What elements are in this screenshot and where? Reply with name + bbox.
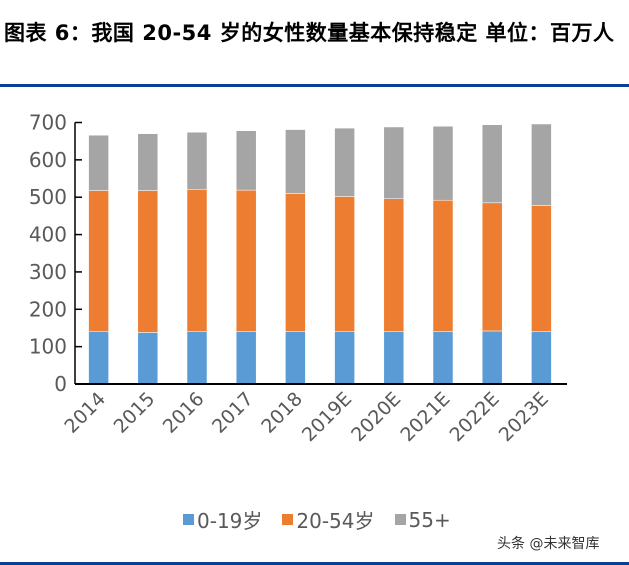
- bar-segment: [334, 331, 355, 385]
- x-tick-label: 2020E: [347, 388, 405, 446]
- bar-segment: [481, 202, 503, 332]
- bar-segment: [383, 198, 405, 332]
- legend-item: 20-54岁: [282, 505, 375, 534]
- bar-segment: [235, 189, 257, 332]
- bar-segment: [235, 331, 257, 385]
- bar-segment: [334, 196, 355, 332]
- legend-item: 55+: [394, 505, 451, 534]
- bar-segment: [383, 126, 405, 199]
- bar-segment: [432, 331, 454, 385]
- top-rule: [0, 84, 629, 87]
- bar-segment: [334, 127, 355, 197]
- y-tick-label: 500: [29, 185, 67, 209]
- y-tick-label: 0: [54, 372, 67, 396]
- bar-segment: [285, 331, 306, 385]
- legend-label: 20-54岁: [296, 509, 375, 533]
- x-tick-label: 2022E: [445, 388, 503, 446]
- bar-segment: [285, 193, 306, 332]
- bar-segment: [88, 331, 109, 385]
- legend-swatch: [394, 514, 406, 525]
- x-tick-label: 2014: [60, 388, 110, 438]
- legend-swatch: [183, 514, 194, 525]
- bar-segment: [531, 331, 552, 385]
- y-tick-label: 100: [29, 335, 67, 359]
- bar-segment: [432, 199, 454, 332]
- y-tick-label: 300: [29, 260, 67, 284]
- bar-segment: [531, 123, 552, 206]
- y-tick-label: 200: [29, 297, 67, 321]
- bottom-rule: [0, 562, 629, 565]
- bar-segment: [186, 189, 208, 332]
- bar-segment: [186, 331, 208, 385]
- stacked-bar-chart: 0 100 200 300 400 500 600 700 2014 2015 2016 2017 20…: [29, 111, 567, 446]
- chart-title: 图表 6：我国 20-54 岁的女性数量基本保持稳定 单位：百万人: [4, 21, 615, 45]
- bar-segment: [383, 331, 405, 385]
- bar-segment: [137, 133, 159, 191]
- watermark: 头条 @未来智库: [497, 536, 600, 552]
- legend-swatch: [282, 514, 294, 525]
- x-tick-label: 2016: [159, 388, 209, 438]
- bar-segment: [88, 134, 109, 191]
- x-tick-label: 2021E: [396, 388, 454, 446]
- legend-item: 0-19岁: [183, 505, 262, 534]
- y-tick-label: 700: [29, 111, 67, 135]
- x-tick-label: 2023E: [495, 388, 553, 446]
- legend-label: 55+: [408, 507, 451, 532]
- bar-segment: [285, 129, 306, 194]
- bar-segment: [481, 330, 503, 385]
- bar-segment: [137, 190, 159, 333]
- bar-segment: [531, 205, 552, 332]
- legend-label: 0-19岁: [197, 509, 263, 533]
- y-tick-label: 600: [29, 148, 67, 172]
- bar-segment: [137, 332, 159, 385]
- x-tick-label: 2019E: [298, 388, 356, 446]
- y-tick-label: 400: [29, 223, 67, 247]
- bar-segment: [481, 124, 503, 204]
- x-tick-label: 2015: [110, 388, 160, 438]
- bar-segment: [432, 125, 454, 201]
- x-tick-label: 2017: [208, 388, 258, 438]
- bar-segment: [235, 130, 257, 191]
- bar-segment: [186, 131, 208, 190]
- bar-segment: [88, 190, 109, 332]
- legend: 0-19岁 20-54岁 55+: [183, 505, 451, 534]
